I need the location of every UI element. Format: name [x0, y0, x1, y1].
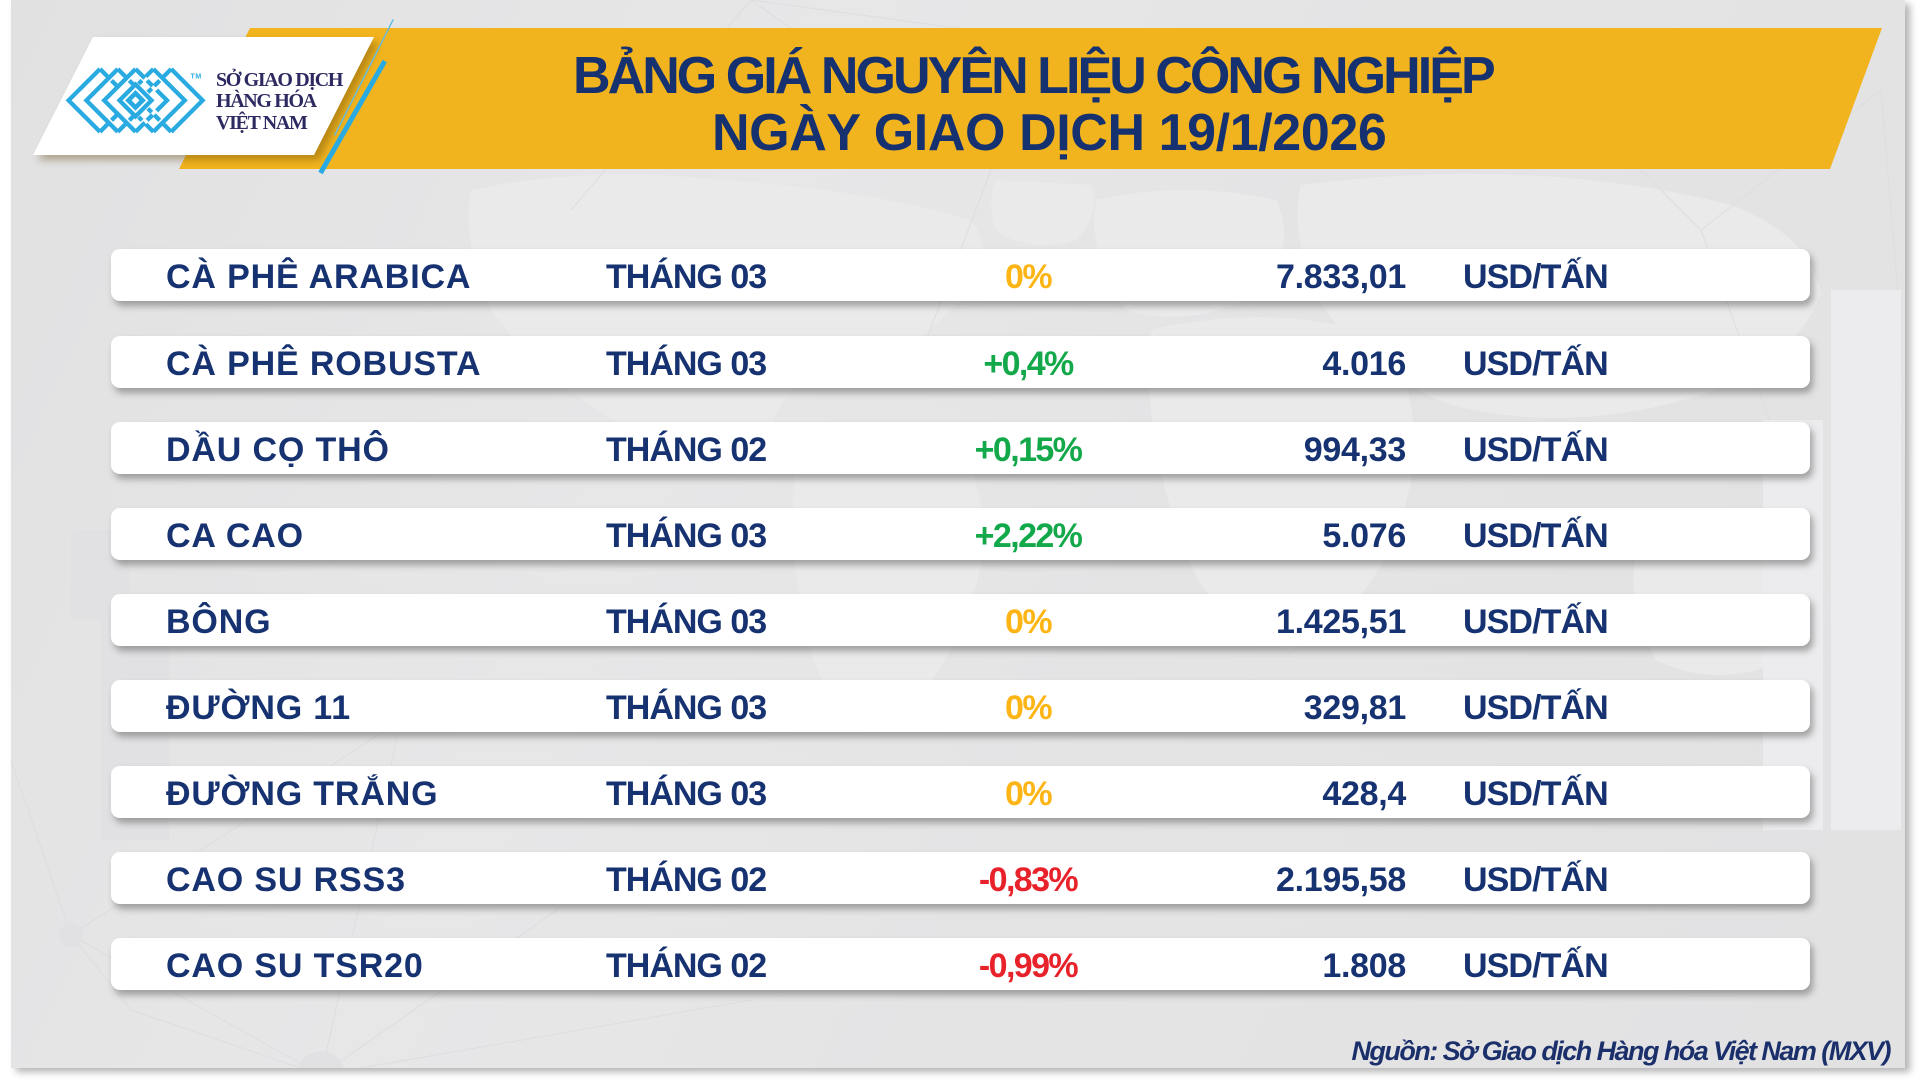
svg-text:TM: TM [191, 74, 202, 81]
